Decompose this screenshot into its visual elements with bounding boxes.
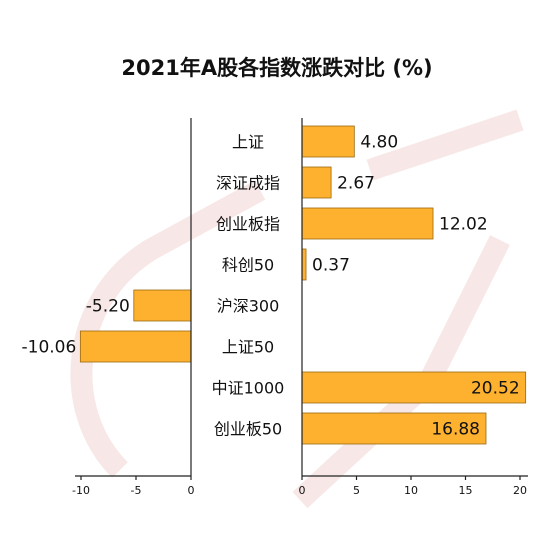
tick-label: 20: [513, 484, 527, 497]
category-label: 沪深300: [217, 297, 280, 316]
value-label: 16.88: [431, 420, 480, 440]
category-label: 创业板指: [216, 215, 280, 234]
value-label: 4.80: [360, 133, 398, 153]
bar: [301, 207, 434, 240]
value-label: -5.20: [86, 297, 130, 317]
bar: [79, 330, 192, 363]
tick-label: -10: [72, 484, 90, 497]
bars-group: [79, 125, 527, 445]
tick-label: 5: [353, 484, 360, 497]
value-label: 2.67: [337, 174, 375, 194]
value-label: 12.02: [439, 215, 488, 235]
tick-label: 0: [299, 484, 306, 497]
chart-title: 2021年A股各指数涨跌对比 (%): [121, 56, 432, 80]
bar: [133, 289, 192, 322]
category-label: 创业板50: [214, 420, 282, 439]
tick-label: 0: [188, 484, 195, 497]
bar: [301, 371, 527, 404]
value-label: 0.37: [312, 256, 350, 276]
tick-label: -5: [131, 484, 142, 497]
bar: [301, 125, 355, 158]
value-label: 20.52: [471, 379, 520, 399]
bar: [301, 166, 332, 199]
bar: [301, 412, 487, 445]
category-label: 深证成指: [216, 174, 280, 193]
value-label: -10.06: [22, 338, 77, 358]
category-label: 中证1000: [212, 379, 285, 398]
tick-label: 15: [459, 484, 473, 497]
labels-group: 上证 4.80 深证成指 2.67 创业板指 12.02 科创50 0.37 沪深300 -5.2…: [22, 133, 520, 440]
category-label: 上证50: [222, 338, 274, 357]
category-label: 上证: [232, 133, 264, 152]
axes-group: -10 -5 0 0 5 10 15 20: [72, 118, 528, 497]
category-label: 科创50: [222, 256, 274, 275]
bar: [301, 248, 307, 281]
tick-label: 10: [404, 484, 418, 497]
